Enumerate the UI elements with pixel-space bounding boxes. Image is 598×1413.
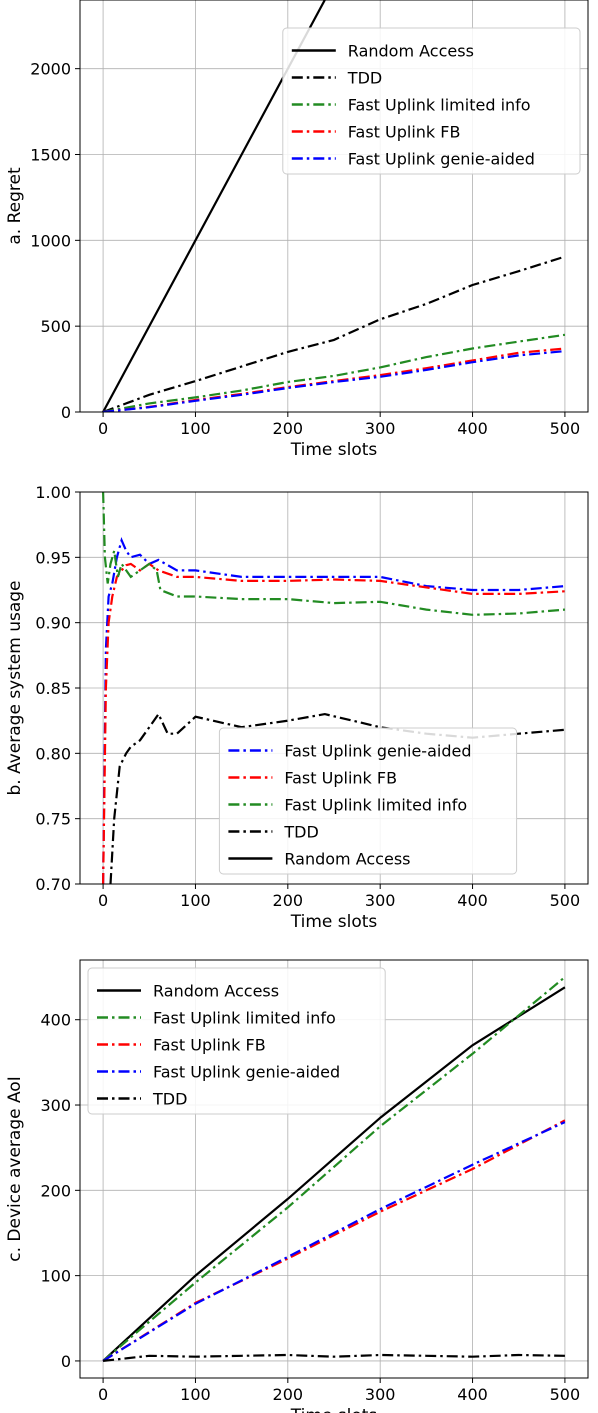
x-tick-label: 300: [365, 419, 396, 438]
series-line-fast-uplink-limited-info: [102, 333, 566, 412]
x-tick-label: 500: [550, 1385, 581, 1404]
x-tick-label: 300: [365, 891, 396, 910]
y-tick-label: 0: [61, 1352, 71, 1371]
y-tick-label: 1000: [30, 231, 71, 250]
x-tick-label: 0: [98, 891, 108, 910]
legend-label: Fast Uplink FB: [284, 769, 397, 788]
x-axis-label: Time slots: [290, 440, 378, 460]
series-line-tdd: [102, 1353, 565, 1362]
y-tick-label: 100: [40, 1267, 71, 1286]
series-line-fast-uplink-fb: [102, 562, 565, 884]
legend: Random Access TDD Fast Uplink limited info…: [282, 27, 581, 175]
y-tick-label: 200: [40, 1181, 71, 1200]
series-line-fast-uplink-fb: [102, 347, 566, 412]
legend-box: [87, 967, 386, 1115]
y-tick-label: 0: [61, 403, 71, 422]
legend: Fast Uplink genie-aided Fast Uplink FB Fas…: [218, 727, 518, 875]
legend-label: TDD: [152, 1090, 187, 1109]
x-tick-label: 400: [457, 891, 488, 910]
x-tick-label: 0: [98, 419, 108, 438]
x-tick-label: 200: [273, 1385, 304, 1404]
x-tick-label: 100: [180, 419, 211, 438]
series-line-fast-uplink-genie-aided: [102, 350, 566, 412]
legend-label: Fast Uplink limited info: [284, 796, 467, 815]
x-tick-label: 500: [550, 891, 581, 910]
series-line-fast-uplink-limited-info: [102, 492, 565, 616]
y-tick-label: 1.00: [35, 483, 71, 502]
legend-box: [218, 727, 518, 875]
series-line-fast-uplink-fb: [102, 1119, 566, 1362]
y-tick-label: 0.95: [35, 548, 71, 567]
y-axis-label: b. Average system usage: [5, 581, 25, 796]
series-line-fast-uplink-genie-aided: [102, 537, 565, 884]
legend-label: Fast Uplink genie-aided: [348, 150, 535, 169]
y-axis-label: a. Regret: [5, 167, 25, 245]
legend-label: Random Access: [284, 850, 410, 869]
x-tick-label: 100: [180, 891, 211, 910]
chart-panel-c: 0 100 200 300 400 500 0 100 200 300 400 Time slots c…: [5, 959, 589, 1413]
series-line-fast-uplink-genie-aided: [102, 1121, 566, 1362]
x-tick-label: 500: [550, 419, 581, 438]
legend-label: Random Access: [153, 982, 279, 1001]
y-tick-label: 400: [40, 1011, 71, 1030]
y-tick-label: 500: [40, 317, 71, 336]
x-tick-label: 100: [180, 1385, 211, 1404]
series-group: [102, 976, 566, 1362]
legend: Random Access Fast Uplink limited info Fas…: [87, 967, 386, 1115]
x-tick-label: 200: [273, 419, 304, 438]
legend-label: TDD: [347, 69, 382, 88]
y-tick-label: 0.80: [35, 744, 71, 763]
y-tick-label: 1500: [30, 146, 71, 165]
legend-label: Fast Uplink limited info: [348, 96, 531, 115]
y-axis-label: c. Device average AoI: [5, 1076, 25, 1261]
x-axis-label: Time slots: [290, 912, 378, 932]
x-tick-label: 400: [457, 1385, 488, 1404]
chart-panel-a: 0 100 200 300 400 500 0 500 1000 1500 2000 Time slo…: [5, 0, 589, 460]
chart-panel-b: 0 100 200 300 400 500 0.70 0.75 0.80 0.85 0.90 0.95…: [5, 483, 589, 932]
x-axis-label: Time slots: [290, 1406, 378, 1413]
x-tick-label: 0: [98, 1385, 108, 1404]
legend-label: TDD: [283, 823, 318, 842]
legend-label: Fast Uplink FB: [348, 123, 461, 142]
legend-label: Fast Uplink limited info: [153, 1009, 336, 1028]
y-tick-label: 0.90: [35, 614, 71, 633]
plot-frame: [79, 959, 589, 1379]
series-line-fast-uplink-limited-info: [102, 976, 566, 1362]
y-tick-label: 0.75: [35, 810, 71, 829]
plot-frame: [79, 0, 589, 413]
series-line-tdd: [102, 255, 566, 412]
y-tick-label: 0.85: [35, 679, 71, 698]
x-tick-label: 300: [365, 1385, 396, 1404]
legend-label: Random Access: [348, 42, 474, 61]
legend-label: Fast Uplink genie-aided: [153, 1063, 340, 1082]
y-tick-label: 2000: [30, 60, 71, 79]
legend-label: Fast Uplink FB: [153, 1036, 266, 1055]
series-line-random-access: [102, 986, 566, 1362]
legend-label: Fast Uplink genie-aided: [284, 742, 471, 761]
y-tick-label: 300: [40, 1096, 71, 1115]
legend-box: [282, 27, 581, 175]
x-tick-label: 200: [273, 891, 304, 910]
x-tick-label: 400: [457, 419, 488, 438]
y-tick-label: 0.70: [35, 875, 71, 894]
